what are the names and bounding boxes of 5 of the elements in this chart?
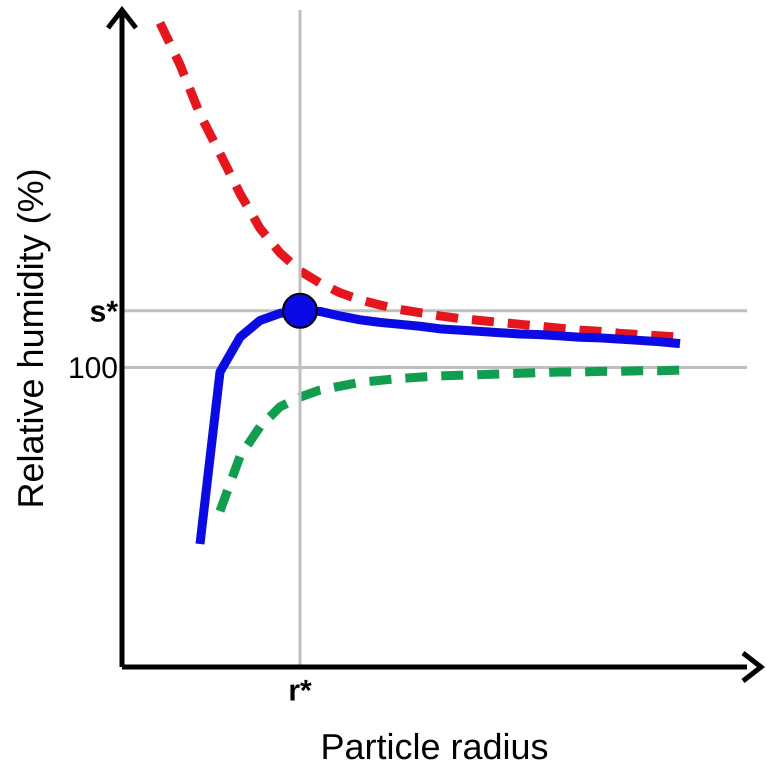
ref-line-label: s* <box>90 295 118 328</box>
x-axis-title: Particle radius <box>320 726 549 767</box>
text: r* <box>288 674 312 708</box>
text: 100 <box>68 352 118 386</box>
y-axis-title: Relative humidity (%) <box>10 168 51 508</box>
